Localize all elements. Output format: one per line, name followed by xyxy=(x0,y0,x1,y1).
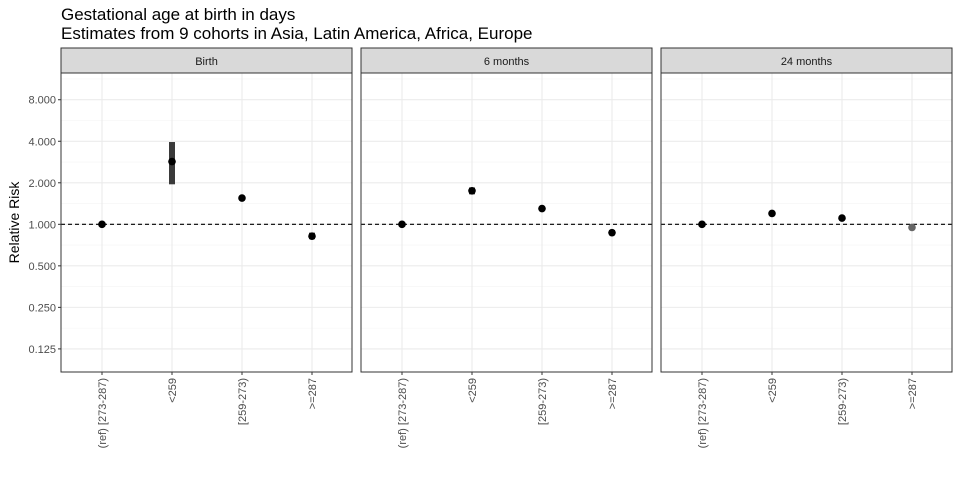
y-tick-label: 0.500 xyxy=(28,261,56,273)
data-point xyxy=(838,214,846,222)
x-tick-label: [259-273) xyxy=(537,378,549,425)
x-tick-label: (ref) [273-287) xyxy=(397,378,409,448)
data-point xyxy=(768,209,776,218)
facet-label-24-months: 24 months xyxy=(781,56,833,68)
y-tick-label: 4.000 xyxy=(28,136,56,148)
y-axis-title: Relative Risk xyxy=(6,181,22,264)
facet-label-6-months: 6 months xyxy=(484,56,530,68)
x-tick-label: <259 xyxy=(167,378,179,403)
facet-strip-24-months xyxy=(660,47,953,74)
chart-subtitle: Estimates from 9 cohorts in Asia, Latin … xyxy=(61,24,533,43)
panel-background-birth xyxy=(61,73,352,372)
data-point xyxy=(168,157,176,166)
y-tick-label: 2.000 xyxy=(28,178,56,190)
x-tick-label: <259 xyxy=(767,378,779,403)
data-point xyxy=(698,220,706,229)
panel-border-24-months xyxy=(660,72,953,373)
facet-strip-birth xyxy=(60,47,353,74)
data-point xyxy=(608,228,616,237)
y-tick-label: 0.250 xyxy=(28,302,56,314)
x-tick-label: >=287 xyxy=(307,378,319,409)
x-tick-label: [259-273) xyxy=(237,378,249,425)
data-point xyxy=(98,220,106,229)
x-tick-label: <259 xyxy=(467,378,479,403)
x-tick-label: (ref) [273-287) xyxy=(97,378,109,448)
chart-title: Gestational age at birth in days xyxy=(61,5,296,24)
y-tick-label: 1.000 xyxy=(28,219,56,231)
x-tick-label: (ref) [273-287) xyxy=(697,378,709,448)
x-tick-label: >=287 xyxy=(607,378,619,409)
x-tick-label: >=287 xyxy=(907,378,919,409)
panel-background-6-months xyxy=(361,73,652,372)
panel-border-birth xyxy=(60,72,353,373)
facet-label-birth: Birth xyxy=(195,56,218,68)
data-point xyxy=(908,223,916,232)
data-point xyxy=(538,204,546,213)
y-tick-label: 0.125 xyxy=(28,344,56,356)
data-point xyxy=(398,220,406,229)
panel-border-6-months xyxy=(360,72,653,373)
panel-background-24-months xyxy=(661,73,952,372)
y-tick-label: 8.000 xyxy=(28,95,56,107)
facet-strip-6-months xyxy=(360,47,653,74)
data-point xyxy=(468,186,476,195)
data-point xyxy=(308,232,316,241)
x-tick-label: [259-273) xyxy=(837,378,849,425)
data-point xyxy=(238,194,246,202)
